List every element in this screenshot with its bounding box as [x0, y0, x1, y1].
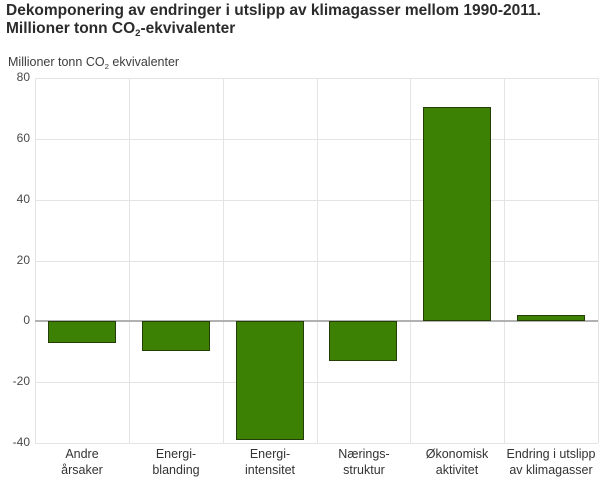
- y-tick-label: 0: [23, 313, 30, 327]
- v-gridline: [317, 78, 318, 443]
- h-gridline: [35, 261, 598, 262]
- h-gridline: [35, 382, 598, 383]
- y-tick-label: -20: [12, 374, 30, 388]
- x-axis-label: Energi- blanding: [152, 447, 200, 477]
- unit-co2-suffix: ekvivalenter: [108, 55, 180, 69]
- v-gridline: [223, 78, 224, 443]
- v-gridline: [129, 78, 130, 443]
- unit-co2-prefix: Millioner tonn CO: [8, 55, 105, 69]
- h-gridline: [35, 78, 598, 79]
- x-axis-label: Andre årsaker: [61, 447, 103, 477]
- v-gridline: [598, 78, 599, 443]
- title-co2-subscript: 2: [135, 28, 141, 39]
- y-tick-label: 60: [16, 131, 30, 145]
- x-axis-label: Energi- intensitet: [244, 447, 296, 477]
- y-axis-unit-label: Millioner tonn CO2 ekvivalenter: [8, 55, 180, 71]
- v-gridline: [410, 78, 411, 443]
- x-axis-label: Økonomisk aktivitet: [425, 447, 489, 477]
- title-co2-prefix: Millioner tonn CO: [6, 20, 136, 37]
- bar-4: [329, 321, 397, 361]
- chart-title-line1: Dekomponering av endringer i utslipp av …: [6, 2, 541, 19]
- bar-5: [423, 107, 491, 321]
- bar-1: [48, 321, 116, 343]
- x-axis-label: Endring i utslipp av klimagasser: [506, 447, 596, 477]
- h-gridline: [35, 443, 598, 444]
- v-gridline: [504, 78, 505, 443]
- bar-3: [236, 321, 304, 440]
- x-axis-label: Nærings- struktur: [338, 447, 390, 477]
- h-gridline: [35, 200, 598, 201]
- bar-6: [517, 315, 585, 321]
- bar-2: [142, 321, 210, 351]
- h-gridline: [35, 139, 598, 140]
- y-tick-label: 80: [16, 70, 30, 84]
- v-gridline: [35, 78, 36, 443]
- y-tick-label: 20: [16, 253, 30, 267]
- chart-title: Dekomponering av endringer i utslipp av …: [6, 2, 541, 38]
- y-tick-label: 40: [16, 192, 30, 206]
- zero-axis-line: [35, 320, 598, 322]
- title-co2-suffix: -ekvivalenter: [140, 20, 236, 37]
- unit-co2-subscript: 2: [104, 62, 109, 71]
- y-tick-label: -40: [12, 435, 30, 449]
- chart-title-line2: Millioner tonn CO2-ekvivalenter: [6, 20, 236, 39]
